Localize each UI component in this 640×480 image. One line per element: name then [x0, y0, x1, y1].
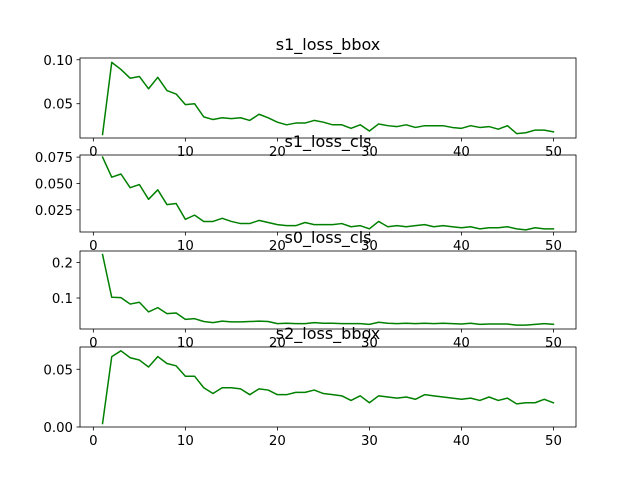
- series-line: [101, 253, 555, 326]
- subplot-1: 0 10 20 30 40 50 0.05 0.10 s1_loss_bbox: [43, 35, 577, 160]
- x-tick-label: 0: [89, 434, 97, 449]
- y-tick-label: 0.075: [35, 151, 73, 166]
- axes-frame: [79, 250, 577, 330]
- axes-frame: [79, 57, 577, 139]
- axes-frame: [79, 346, 577, 428]
- subplot-title: s1_loss_bbox: [276, 35, 381, 55]
- x-tick-label: 30: [361, 239, 378, 254]
- x-tick-label: 40: [453, 239, 470, 254]
- plot-area: 0 10 20 30 40 50 0.025 0.050 0.075: [35, 151, 577, 254]
- x-tick-label: 0: [89, 336, 97, 351]
- subplot-2: 0 10 20 30 40 50 0.025 0.050 0.075 s1_loss_cls: [35, 132, 577, 254]
- y-tick-label: 0.10: [43, 54, 73, 69]
- y-tick-label: 0.05: [43, 98, 73, 113]
- x-tick-label: 10: [177, 239, 194, 254]
- x-tick-label: 50: [545, 434, 562, 449]
- x-tick-label: 10: [177, 434, 194, 449]
- x-tick-label: 10: [177, 336, 194, 351]
- y-tick-label: 0.2: [52, 256, 73, 271]
- x-tick-label: 0: [89, 239, 97, 254]
- x-tick-label: 50: [545, 336, 562, 351]
- y-tick-label: 0.00: [43, 421, 73, 436]
- x-tick-label: 40: [453, 336, 470, 351]
- axes-frame: [79, 154, 577, 233]
- x-tick-label: 30: [361, 434, 378, 449]
- subplot-4: 0 10 20 30 40 50 0.00 0.05 s2_loss_bbox: [43, 324, 577, 449]
- x-tick-label: 50: [545, 239, 562, 254]
- series-line: [101, 350, 555, 425]
- x-tick-label: 30: [361, 145, 378, 160]
- subplot-title: s2_loss_bbox: [276, 324, 381, 344]
- subplot-title: s0_loss_cls: [285, 228, 372, 248]
- y-tick-label: 0.05: [43, 363, 73, 378]
- series-line: [101, 61, 555, 136]
- x-tick-label: 40: [453, 145, 470, 160]
- x-tick-label: 20: [269, 239, 286, 254]
- x-tick-label: 50: [545, 145, 562, 160]
- x-tick-label: 0: [89, 145, 97, 160]
- plot-area: 0 10 20 30 40 50 0.05 0.10: [43, 54, 577, 160]
- y-tick-label: 0.1: [52, 292, 73, 307]
- y-tick-label: 0.025: [35, 204, 73, 219]
- x-tick-label: 40: [453, 434, 470, 449]
- plot-area: 0 10 20 30 40 50 0.00 0.05: [43, 346, 577, 449]
- series-line: [101, 156, 555, 231]
- x-tick-label: 10: [177, 145, 194, 160]
- x-tick-label: 20: [269, 145, 286, 160]
- y-tick-label: 0.050: [35, 177, 73, 192]
- subplot-title: s1_loss_cls: [285, 132, 372, 152]
- x-tick-label: 20: [269, 434, 286, 449]
